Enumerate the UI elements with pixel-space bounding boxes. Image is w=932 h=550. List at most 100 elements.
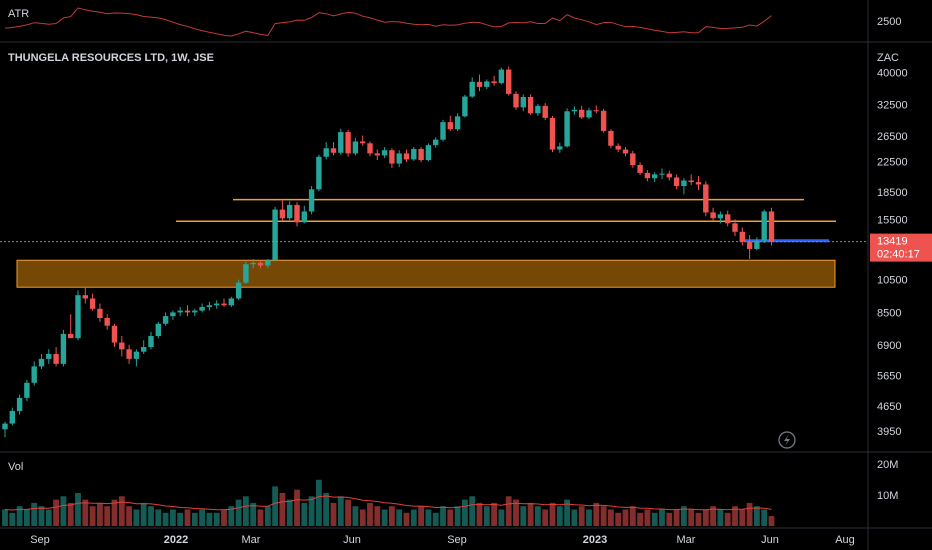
- demand-zone[interactable]: [16, 259, 836, 288]
- volume-bar: [191, 512, 198, 526]
- volume-bar: [513, 499, 519, 526]
- lightning-icon[interactable]: [778, 431, 796, 449]
- candle: [768, 207, 775, 246]
- candle: [484, 79, 490, 90]
- candle: [717, 211, 724, 224]
- candle: [82, 287, 88, 304]
- candle: [126, 344, 132, 364]
- volume-bar: [170, 509, 176, 526]
- time-axis: Sep 2022 Mar Jun Sep 2023 Mar Jun Aug: [30, 534, 855, 546]
- volume-bar: [352, 506, 359, 526]
- candle: [630, 150, 636, 168]
- candle: [513, 91, 519, 110]
- candle: [396, 150, 402, 168]
- candle: [294, 202, 300, 227]
- chart-title: THUNGELA RESOURCES LTD, 1W, JSE: [8, 52, 214, 64]
- candle: [739, 227, 745, 246]
- candle: [228, 296, 234, 308]
- volume-bar: [359, 509, 366, 526]
- volume-bar: [505, 496, 512, 526]
- candle: [579, 105, 585, 119]
- time-tick: Mar: [677, 534, 696, 546]
- volume-bar: [38, 506, 45, 526]
- volume-bar: [31, 502, 38, 526]
- volume-bar: [746, 502, 753, 526]
- volume-bar: [330, 502, 337, 526]
- candle: [24, 379, 30, 402]
- volume-bar: [235, 499, 242, 526]
- main-pane: THUNGELA RESOURCES LTD, 1W, JSE ZAC 4000…: [0, 52, 932, 449]
- volume-bar: [644, 509, 651, 526]
- volume-bar: [45, 509, 52, 526]
- candle: [374, 149, 380, 161]
- volume-ma-line: [4, 495, 772, 511]
- candle: [600, 108, 607, 133]
- candle: [323, 142, 329, 160]
- volume-bar: [133, 509, 140, 526]
- candle: [89, 293, 96, 311]
- candle: [104, 314, 110, 330]
- price-tick: 22500: [877, 156, 908, 168]
- volume-bar: [732, 506, 738, 526]
- candle: [235, 279, 242, 301]
- time-tick: Mar: [242, 534, 261, 546]
- candle: [279, 199, 286, 221]
- candle: [155, 321, 161, 339]
- volume-bar: [279, 493, 286, 526]
- volume-bar: [75, 493, 81, 526]
- volume-bar: [228, 506, 235, 526]
- volume-bar: [695, 512, 702, 526]
- volume-bar: [162, 512, 169, 526]
- candle: [571, 106, 578, 115]
- volume-bar: [155, 509, 162, 526]
- candle: [688, 174, 694, 186]
- volume-bar: [593, 502, 600, 526]
- candle: [141, 340, 147, 355]
- candle: [170, 310, 176, 320]
- atr-pane: ATR 2500: [4, 7, 901, 37]
- volume-bar: [754, 506, 760, 526]
- candle: [68, 314, 74, 339]
- volume-bar: [199, 509, 205, 526]
- currency-label: ZAC: [877, 52, 899, 64]
- candle: [192, 308, 198, 317]
- candle: [9, 407, 15, 426]
- time-tick: Jun: [761, 534, 779, 546]
- volume-bar: [542, 509, 549, 526]
- price-tick: 3950: [877, 426, 901, 438]
- volume-bar: [9, 512, 16, 526]
- volume-bar: [250, 502, 257, 526]
- volume-bar: [659, 509, 665, 526]
- price-tick: 4650: [877, 401, 901, 413]
- volume-bar: [257, 509, 264, 526]
- volume-bar: [177, 512, 184, 526]
- volume-bar: [294, 489, 300, 526]
- volume-bar: [666, 512, 673, 526]
- price-tick: 5650: [877, 371, 901, 383]
- candle: [111, 323, 118, 348]
- volume-bar: [447, 509, 454, 526]
- price-tick: 40000: [877, 67, 908, 79]
- volume-bar: [462, 499, 468, 526]
- price-tick: 10500: [877, 275, 908, 287]
- candle: [162, 312, 169, 326]
- candle: [119, 336, 125, 357]
- volume-bar: [148, 506, 154, 526]
- volume-tick: 10M: [877, 490, 898, 502]
- time-tick: Aug: [835, 534, 855, 546]
- volume-pane: Vol 20M 10M: [2, 459, 898, 526]
- candle: [53, 347, 59, 367]
- candle: [695, 175, 702, 191]
- volume-bar: [432, 512, 439, 526]
- volume-bar: [140, 502, 147, 526]
- volume-bar: [681, 506, 687, 526]
- volume-bar: [403, 512, 410, 526]
- candle: [476, 74, 483, 92]
- candle: [608, 129, 614, 149]
- candle: [498, 67, 505, 85]
- volume-bar: [206, 512, 213, 526]
- candle: [491, 75, 497, 86]
- volume-bar: [323, 493, 330, 526]
- candle: [732, 219, 738, 237]
